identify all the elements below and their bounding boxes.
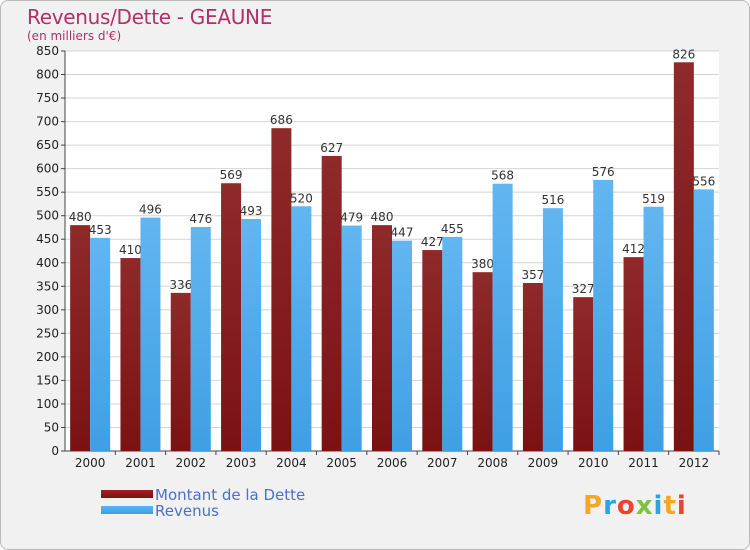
data-label: 453: [89, 223, 112, 237]
data-label: 496: [139, 203, 162, 217]
bar-dette: [522, 283, 543, 451]
data-label: 476: [189, 212, 212, 226]
data-label: 327: [572, 282, 595, 296]
data-label: 427: [421, 235, 444, 249]
y-tick-label: 450: [36, 232, 59, 246]
data-label: 480: [69, 210, 92, 224]
x-tick-label: 2009: [528, 456, 559, 470]
x-tick-label: 2001: [125, 456, 156, 470]
chart-title: Revenus/Dette - GEAUNE: [27, 5, 273, 29]
logo-letter: P: [583, 491, 604, 521]
x-tick-label: 2007: [427, 456, 458, 470]
data-label: 556: [692, 174, 715, 188]
y-tick-label: 400: [36, 256, 59, 270]
data-label: 519: [642, 192, 665, 206]
data-label: 336: [169, 278, 192, 292]
bar-dette: [673, 62, 694, 451]
legend-swatch-revenus: [101, 506, 153, 514]
bar-dette: [321, 155, 342, 452]
bar-revenus: [693, 189, 714, 451]
bar-dette: [120, 258, 141, 451]
bar-revenus: [492, 183, 513, 452]
y-tick-label: 300: [36, 303, 59, 317]
bar-dette: [422, 250, 443, 451]
y-tick-label: 100: [36, 397, 59, 411]
bar-revenus: [291, 206, 312, 451]
data-label: 479: [340, 211, 363, 225]
logo-letter: i: [676, 491, 687, 521]
x-tick-label: 2000: [75, 456, 106, 470]
x-tick-label: 2005: [326, 456, 357, 470]
logo-letter: o: [616, 491, 636, 521]
data-label: 826: [672, 47, 695, 61]
y-tick-label: 650: [36, 138, 59, 152]
data-label: 686: [270, 113, 293, 127]
x-tick-label: 2002: [175, 456, 206, 470]
bar-dette: [221, 183, 242, 451]
data-label: 410: [119, 243, 142, 257]
y-tick-label: 750: [36, 91, 59, 105]
logo-letter: r: [603, 491, 617, 521]
legend-label-dette: Montant de la Dette: [155, 486, 306, 504]
data-label: 516: [541, 193, 564, 207]
y-tick-label: 550: [36, 185, 59, 199]
y-tick-label: 200: [36, 350, 59, 364]
data-label: 455: [441, 222, 464, 236]
y-tick-label: 150: [36, 373, 59, 387]
bar-revenus: [190, 227, 211, 451]
y-tick-label: 0: [51, 444, 59, 458]
proxiti-logo: Proxiti: [583, 491, 687, 521]
bar-revenus: [643, 206, 664, 451]
bar-dette: [623, 257, 644, 451]
legend-label-revenus: Revenus: [155, 502, 219, 520]
x-tick-label: 2008: [477, 456, 508, 470]
bar-revenus: [542, 208, 563, 451]
data-label: 412: [622, 242, 645, 256]
data-label: 493: [240, 204, 263, 218]
bar-revenus: [140, 217, 161, 451]
logo-letter: t: [663, 491, 677, 521]
x-tick-label: 2003: [226, 456, 257, 470]
x-tick-label: 2006: [377, 456, 408, 470]
bar-dette: [170, 292, 191, 451]
x-tick-label: 2010: [578, 456, 609, 470]
y-tick-label: 50: [44, 420, 59, 434]
legend-swatch-dette: [101, 490, 153, 498]
y-tick-label: 700: [36, 115, 59, 129]
chart-subtitle: (en milliers d'€): [27, 29, 122, 43]
data-label: 357: [521, 268, 544, 282]
bar-dette: [70, 225, 91, 451]
bar-dette: [573, 297, 594, 451]
x-tick-label: 2012: [679, 456, 710, 470]
y-tick-label: 250: [36, 326, 59, 340]
data-label: 569: [220, 168, 243, 182]
data-label: 480: [371, 210, 394, 224]
y-tick-label: 350: [36, 279, 59, 293]
bar-revenus: [241, 219, 262, 451]
logo-letter: i: [653, 491, 664, 521]
bar-revenus: [392, 240, 412, 451]
bar-revenus: [341, 225, 362, 451]
bar-dette: [372, 225, 392, 451]
data-label: 568: [491, 169, 514, 183]
data-label: 380: [471, 257, 494, 271]
y-tick-label: 800: [36, 68, 59, 82]
data-label: 447: [391, 226, 414, 240]
x-tick-label: 2004: [276, 456, 307, 470]
y-tick-label: 850: [36, 44, 59, 58]
bar-revenus: [90, 237, 111, 451]
bar-dette: [472, 272, 493, 451]
bar-revenus: [593, 179, 614, 452]
y-tick-label: 500: [36, 209, 59, 223]
data-label: 627: [320, 141, 343, 155]
bar-dette: [271, 128, 292, 452]
logo-letter: x: [635, 491, 654, 521]
y-tick-label: 600: [36, 162, 59, 176]
x-tick-label: 2011: [628, 456, 659, 470]
data-label: 576: [592, 165, 615, 179]
bar-revenus: [442, 236, 463, 451]
data-label: 520: [290, 191, 313, 205]
